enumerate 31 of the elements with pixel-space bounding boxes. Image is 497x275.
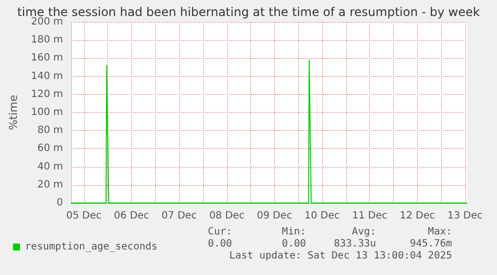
text: 0.00	[208, 238, 232, 250]
y-tick-label: 200 m	[30, 16, 63, 28]
text: Avg:	[352, 226, 376, 238]
text: Max:	[428, 226, 452, 238]
y-tick-label: 0	[56, 198, 63, 208]
x-tick-label: 13 Dec	[447, 210, 483, 222]
x-tick-label: 08 Dec	[209, 210, 244, 222]
x-tick-label: 05 Dec	[66, 210, 102, 222]
text: 833.33u	[334, 238, 376, 250]
text: Min:	[282, 226, 306, 238]
y-tick-label: 120 m	[30, 88, 63, 100]
y-tick-label: 100 m	[30, 107, 63, 118]
y-tick-label: 20 m	[37, 179, 63, 190]
text: 0.00	[282, 238, 306, 250]
y-tick-label: 160 m	[30, 52, 63, 64]
x-tick-label: 06 Dec	[114, 210, 150, 222]
legend-label: resumption_age_seconds	[25, 242, 158, 252]
x-tick-label: 11 Dec	[352, 210, 388, 222]
y-tick-label: 60 m	[37, 143, 63, 154]
text: 945.76m	[410, 238, 452, 250]
text: Cur:	[208, 226, 232, 238]
x-tick-label: 12 Dec	[400, 210, 436, 222]
x-tick-label: 09 Dec	[256, 210, 292, 222]
y-tick-label: 80 m	[37, 125, 63, 136]
y-tick-label: 40 m	[37, 161, 63, 172]
y-axis-title: %time	[7, 94, 20, 130]
x-tick-label: 07 Dec	[162, 210, 197, 222]
y-tick-label: 180 m	[30, 34, 63, 46]
y-tick-label: 140 m	[30, 70, 63, 82]
text: Last update: Sat Dec 13 13:00:04 2025	[229, 250, 452, 262]
x-tick-label: 10 Dec	[304, 210, 340, 222]
